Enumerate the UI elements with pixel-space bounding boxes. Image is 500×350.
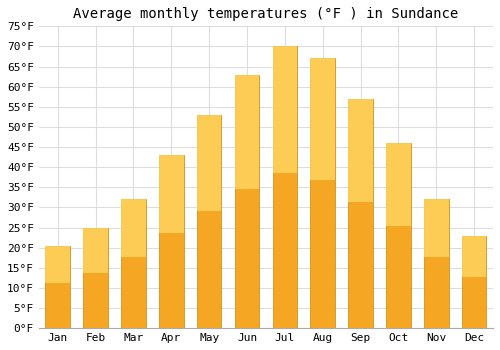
Bar bbox=[197, 115, 222, 328]
Bar bbox=[310, 58, 335, 180]
Bar bbox=[424, 199, 448, 328]
Bar bbox=[348, 99, 373, 202]
Title: Average monthly temperatures (°F ) in Sundance: Average monthly temperatures (°F ) in Su… bbox=[74, 7, 458, 21]
Bar bbox=[159, 155, 184, 328]
Bar bbox=[386, 143, 410, 226]
Bar bbox=[46, 246, 70, 283]
Bar bbox=[46, 246, 70, 328]
Bar bbox=[386, 143, 410, 328]
Bar bbox=[197, 115, 222, 211]
Bar bbox=[462, 236, 486, 277]
Bar bbox=[121, 199, 146, 328]
Bar bbox=[348, 99, 373, 328]
Bar bbox=[234, 75, 260, 328]
Bar bbox=[272, 47, 297, 173]
Bar bbox=[121, 199, 146, 257]
Bar bbox=[84, 228, 108, 328]
Bar bbox=[424, 199, 448, 257]
Bar bbox=[462, 236, 486, 328]
Bar bbox=[234, 75, 260, 189]
Bar bbox=[310, 58, 335, 328]
Bar bbox=[272, 47, 297, 328]
Bar bbox=[84, 228, 108, 273]
Bar bbox=[159, 155, 184, 233]
